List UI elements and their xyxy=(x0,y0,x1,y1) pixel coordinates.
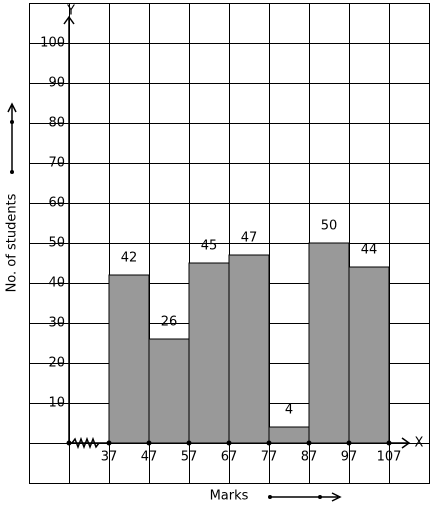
y-tick-label: 50 xyxy=(48,236,65,251)
x-tick-label: 97 xyxy=(341,450,358,465)
x-tick xyxy=(386,440,392,446)
y-tick-label: 20 xyxy=(48,356,65,371)
value-label: 50 xyxy=(321,219,338,234)
x-tick xyxy=(346,440,352,446)
y-tick-label: 10 xyxy=(48,396,65,411)
x-axis-label: Marks xyxy=(210,489,249,504)
bar xyxy=(308,242,350,444)
x-arrow xyxy=(401,437,411,449)
y-tick-label: 90 xyxy=(48,76,65,91)
y-tick-label: 40 xyxy=(48,276,65,291)
x-axis-name: X xyxy=(415,436,424,451)
bar xyxy=(268,426,310,444)
dot xyxy=(318,495,322,499)
x-tick-label: 57 xyxy=(181,450,198,465)
value-label: 44 xyxy=(361,243,378,258)
y-tick-label: 80 xyxy=(48,116,65,131)
x-tick-label: 77 xyxy=(261,450,278,465)
dot xyxy=(10,170,14,174)
x-tick xyxy=(306,440,312,446)
y-arrow xyxy=(63,15,75,25)
x-tick xyxy=(226,440,232,446)
bar xyxy=(348,266,390,444)
x-tick-label: 107 xyxy=(377,450,402,465)
dot xyxy=(268,495,272,499)
y-axis-name: Y xyxy=(66,4,75,19)
x-tick xyxy=(106,440,112,446)
x-tick-label: 37 xyxy=(101,450,118,465)
y-tick-label: 70 xyxy=(48,156,65,171)
y-tick-label: 60 xyxy=(48,196,65,211)
x-label-arrowhead xyxy=(331,492,342,502)
value-label: 45 xyxy=(201,239,218,254)
y-tick-label: 100 xyxy=(40,36,65,51)
axis-break xyxy=(71,436,100,450)
bar xyxy=(228,254,270,444)
value-label: 47 xyxy=(241,231,258,246)
origin xyxy=(66,440,72,446)
x-tick-label: 47 xyxy=(141,450,158,465)
y-axis-label: No. of students xyxy=(5,193,20,292)
y-label-arrowhead xyxy=(7,102,17,113)
value-label: 4 xyxy=(285,403,293,418)
bar xyxy=(148,338,190,444)
x-tick-label: 67 xyxy=(221,450,238,465)
dot xyxy=(10,120,14,124)
x-tick-label: 87 xyxy=(301,450,318,465)
value-label: 42 xyxy=(121,251,138,266)
value-label: 26 xyxy=(161,315,178,330)
x-tick xyxy=(146,440,152,446)
bar xyxy=(188,262,230,444)
x-tick xyxy=(186,440,192,446)
bar xyxy=(108,274,150,444)
y-tick-label: 30 xyxy=(48,316,65,331)
x-tick xyxy=(266,440,272,446)
